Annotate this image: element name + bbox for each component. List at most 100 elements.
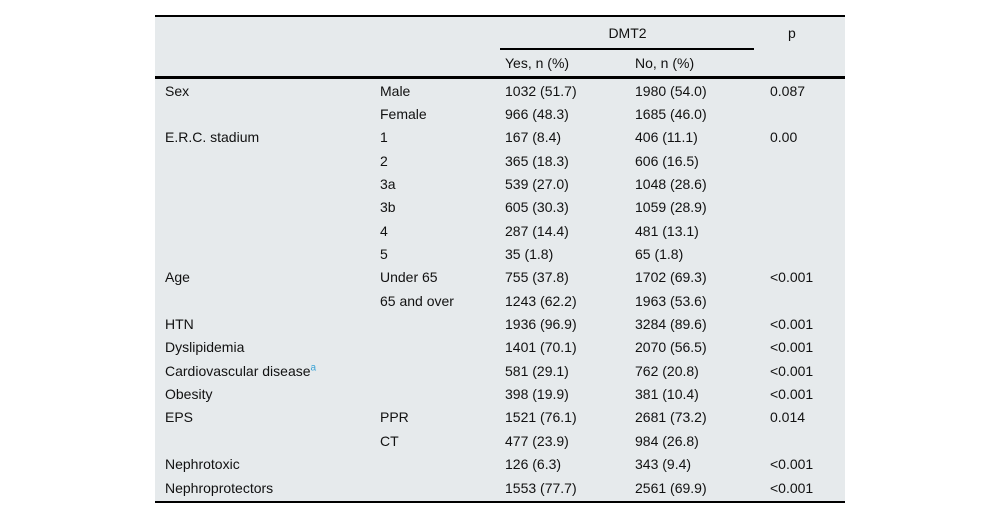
cell-yes: 398 (19.9) (505, 386, 569, 403)
table-row: 4 287 (14.4) 481 (13.1) (155, 219, 845, 242)
table-row: Nephrotoxic 126 (6.3) 343 (9.4) <0.001 (155, 453, 845, 476)
row-label-text: Dyslipidemia (165, 339, 245, 356)
stats-table: DMT2 p Yes, n (%) No, n (%) Sex Male 103… (155, 15, 845, 503)
cell-no: 1702 (69.3) (635, 269, 707, 286)
cell-no: 2070 (56.5) (635, 339, 707, 356)
row-sublabel: 3b (380, 199, 396, 216)
cell-no: 1685 (46.0) (635, 106, 707, 123)
row-label-text: Nephroprotectors (165, 479, 274, 496)
cell-p: <0.001 (770, 456, 814, 473)
table-row: 3b 605 (30.3) 1059 (28.9) (155, 196, 845, 219)
table-row: 5 35 (1.8) 65 (1.8) (155, 242, 845, 265)
table-row: Sex Male 1032 (51.7) 1980 (54.0) 0.087 (155, 79, 845, 102)
cell-no: 381 (10.4) (635, 386, 699, 403)
row-sublabel: 1 (380, 129, 388, 146)
cell-yes: 1521 (76.1) (505, 409, 577, 426)
cell-yes: 126 (6.3) (505, 456, 562, 473)
table-row: Nephroprotectors 1553 (77.7) 2561 (69.9)… (155, 476, 845, 499)
table-row: HTN 1936 (96.9) 3284 (89.6) <0.001 (155, 312, 845, 335)
cell-yes: 287 (14.4) (505, 222, 569, 239)
column-header-yes: Yes, n (%) (505, 55, 570, 71)
cell-no: 2561 (69.9) (635, 479, 707, 496)
table-row: CT 477 (23.9) 984 (26.8) (155, 429, 845, 452)
row-sublabel: Male (380, 82, 411, 99)
row-label-text: Age (165, 269, 190, 286)
cell-yes: 605 (30.3) (505, 199, 569, 216)
row-sublabel: CT (380, 432, 399, 449)
cell-no: 984 (26.8) (635, 432, 699, 449)
cell-p: <0.001 (770, 386, 814, 403)
row-label-text: HTN (165, 316, 194, 333)
row-sublabel: 65 and over (380, 292, 454, 309)
table-header: DMT2 p Yes, n (%) No, n (%) (155, 17, 845, 79)
cell-yes: 477 (23.9) (505, 432, 569, 449)
cell-no: 3284 (89.6) (635, 316, 707, 333)
column-header-p: p (788, 25, 796, 41)
cell-p: <0.001 (770, 362, 814, 379)
table-row: Obesity 398 (19.9) 381 (10.4) <0.001 (155, 382, 845, 405)
row-sublabel: 2 (380, 152, 388, 169)
cell-no: 606 (16.5) (635, 152, 699, 169)
cell-no: 343 (9.4) (635, 456, 692, 473)
row-label-text: EPS (165, 409, 194, 426)
cell-yes: 1553 (77.7) (505, 479, 577, 496)
column-group-underline (500, 48, 754, 50)
row-label: Nephroprotectors (165, 480, 380, 496)
row-label: E.R.C. stadium (165, 129, 380, 145)
table-row: 2 365 (18.3) 606 (16.5) (155, 149, 845, 172)
table-row: Female 966 (48.3) 1685 (46.0) (155, 102, 845, 125)
cell-no: 481 (13.1) (635, 222, 699, 239)
cell-no: 1980 (54.0) (635, 82, 707, 99)
table-row: Age Under 65 755 (37.8) 1702 (69.3) <0.0… (155, 266, 845, 289)
row-label-text: Obesity (165, 386, 213, 403)
column-header-no: No, n (%) (635, 55, 695, 71)
table-row: 65 and over 1243 (62.2) 1963 (53.6) (155, 289, 845, 312)
row-sublabel: 4 (380, 222, 388, 239)
row-label: Age (165, 269, 380, 285)
cell-p: <0.001 (770, 479, 814, 496)
row-label: Obesity (165, 386, 380, 402)
cell-yes: 167 (8.4) (505, 129, 562, 146)
cell-yes: 755 (37.8) (505, 269, 569, 286)
row-label-text: E.R.C. stadium (165, 129, 260, 146)
row-sublabel: Female (380, 106, 427, 123)
row-label: HTN (165, 316, 380, 332)
row-sublabel: 3a (380, 176, 396, 193)
cell-yes: 365 (18.3) (505, 152, 569, 169)
row-label: EPS (165, 409, 380, 425)
row-label-text: Nephrotoxic (165, 456, 240, 473)
cell-yes: 1243 (62.2) (505, 292, 577, 309)
cell-p: <0.001 (770, 339, 814, 356)
cell-yes: 1936 (96.9) (505, 316, 577, 333)
row-sublabel: 5 (380, 246, 388, 263)
cell-yes: 35 (1.8) (505, 246, 554, 263)
cell-no: 1048 (28.6) (635, 176, 707, 193)
table-body: Sex Male 1032 (51.7) 1980 (54.0) 0.087 F… (155, 79, 845, 499)
cell-no: 65 (1.8) (635, 246, 684, 263)
cell-p: 0.087 (770, 82, 806, 99)
cell-no: 2681 (73.2) (635, 409, 707, 426)
cell-no: 762 (20.8) (635, 362, 699, 379)
table-row: 3a 539 (27.0) 1048 (28.6) (155, 172, 845, 195)
row-sublabel: PPR (380, 409, 409, 426)
table-row: Dyslipidemia 1401 (70.1) 2070 (56.5) <0.… (155, 336, 845, 359)
row-label: Dyslipidemia (165, 339, 380, 355)
cell-p: 0.014 (770, 409, 806, 426)
cell-yes: 966 (48.3) (505, 106, 569, 123)
cell-yes: 539 (27.0) (505, 176, 569, 193)
row-label: Cardiovascular diseasea (165, 363, 380, 379)
column-group-dmt2: DMT2 (608, 25, 647, 41)
cell-no: 406 (11.1) (635, 129, 698, 146)
footnote-marker: a (310, 362, 317, 374)
row-label-text: Cardiovascular disease (165, 362, 311, 379)
row-label: Sex (165, 83, 380, 99)
row-sublabel: Under 65 (380, 269, 438, 286)
table-row: E.R.C. stadium 1 167 (8.4) 406 (11.1) 0.… (155, 126, 845, 149)
cell-no: 1963 (53.6) (635, 292, 707, 309)
cell-no: 1059 (28.9) (635, 199, 707, 216)
cell-yes: 581 (29.1) (505, 362, 569, 379)
cell-p: 0.00 (770, 129, 798, 146)
table-row: Cardiovascular diseasea 581 (29.1) 762 (… (155, 359, 845, 382)
cell-yes: 1032 (51.7) (505, 82, 577, 99)
